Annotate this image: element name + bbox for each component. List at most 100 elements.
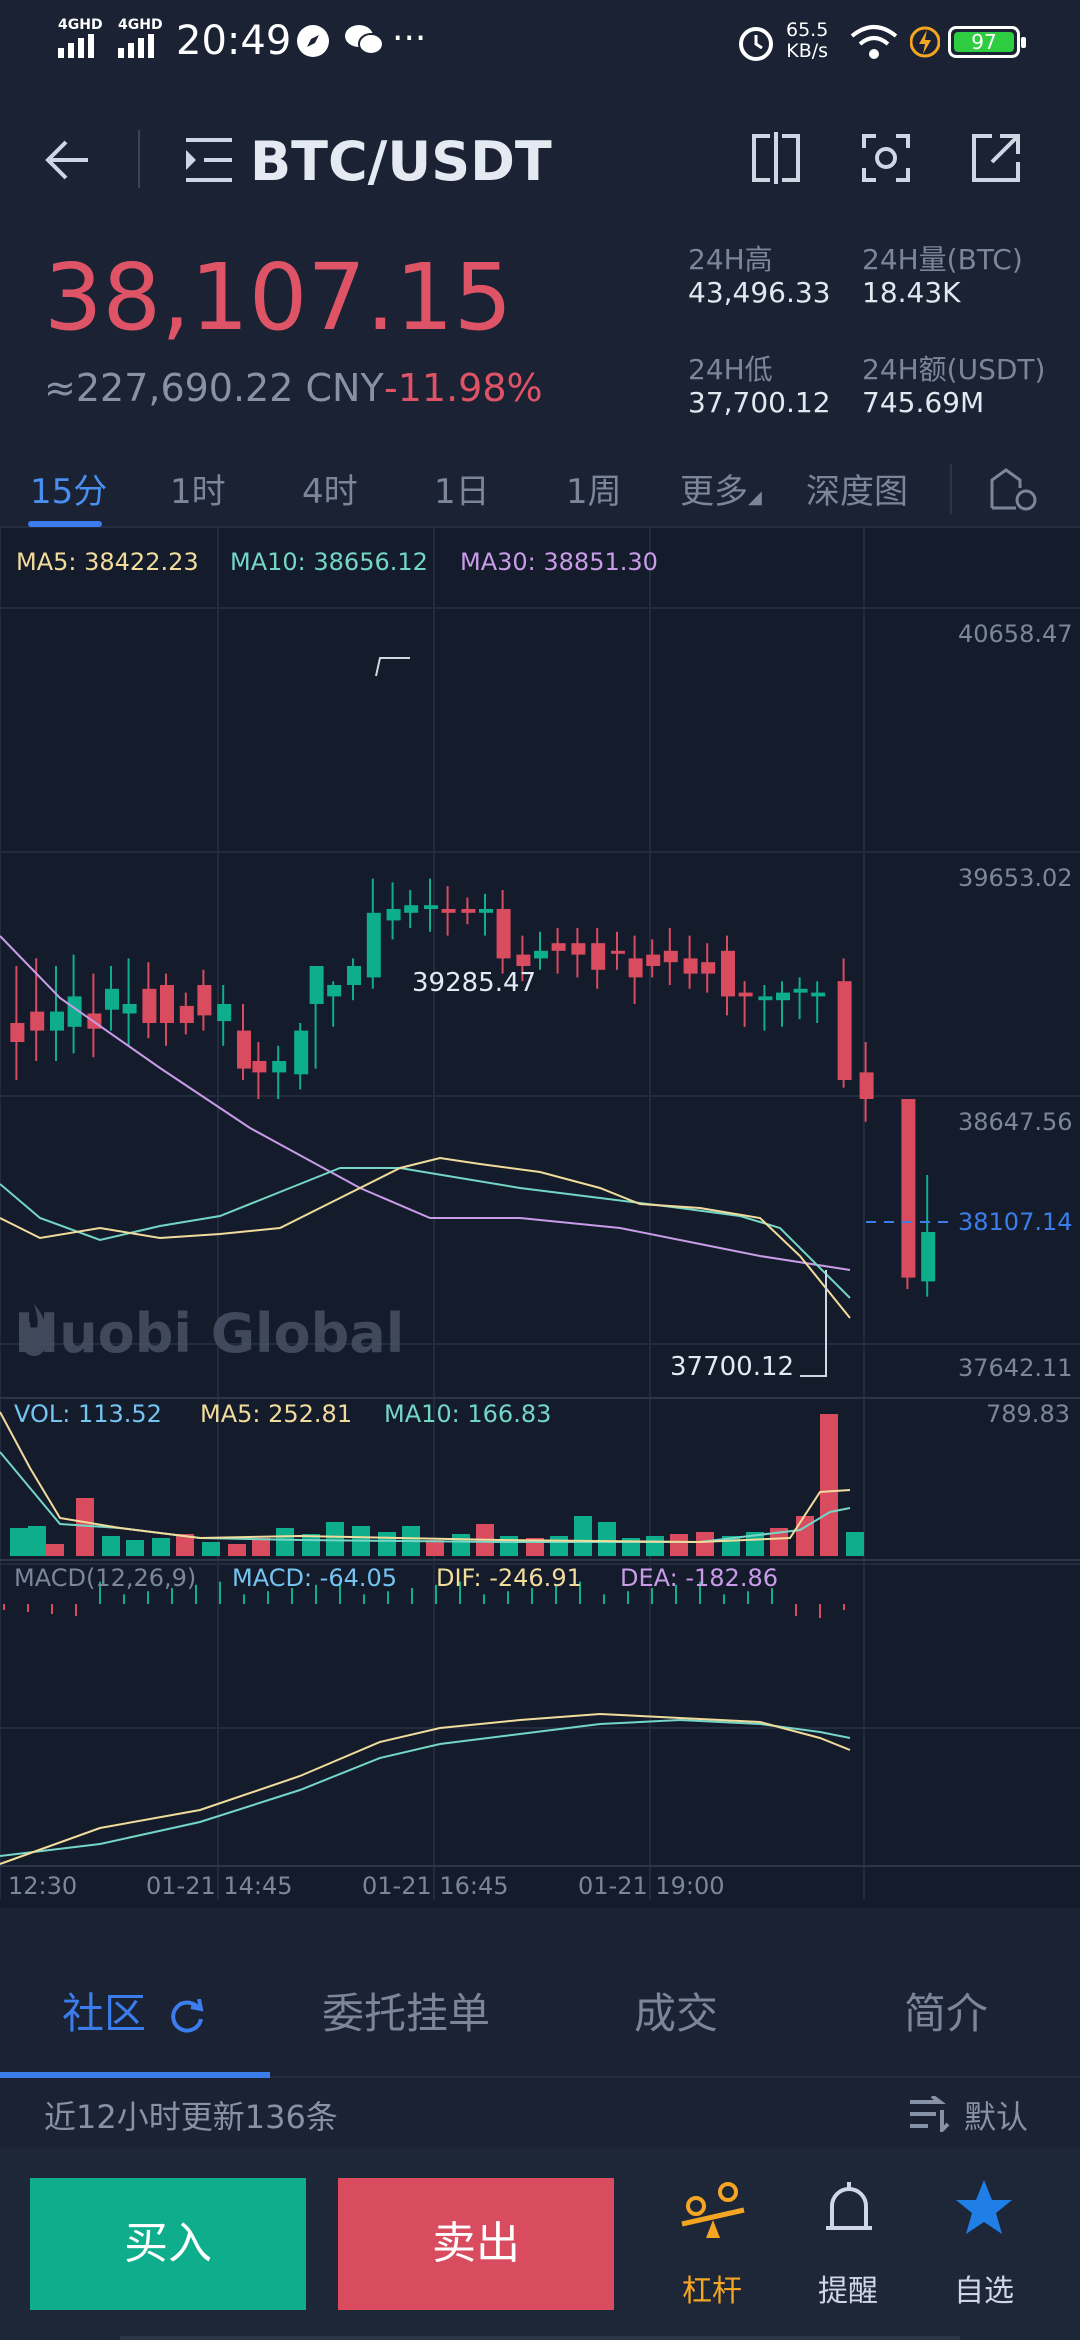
vol-ma10-line — [0, 1451, 851, 1543]
candle-body-13 — [252, 1061, 267, 1073]
candle-body-42 — [793, 988, 808, 993]
share-icon[interactable] — [970, 132, 1022, 184]
candle-body-6 — [122, 1004, 137, 1014]
time-axis-label-4: 01-21 19:00 — [578, 1872, 725, 1900]
low-marker-line — [800, 1270, 827, 1377]
high-marker-line — [375, 657, 410, 677]
sort-icon[interactable] — [906, 2096, 950, 2132]
nav-alert[interactable]: 提醒 — [788, 2172, 908, 2312]
tab-more[interactable]: 更多◢ — [680, 472, 762, 512]
volume-bar-0 — [10, 1528, 28, 1556]
volume-bar-1 — [28, 1526, 46, 1556]
vol-max-value: 789.83 — [986, 1400, 1070, 1428]
volume-bar-30 — [746, 1532, 764, 1556]
volume-bar-18 — [452, 1534, 470, 1556]
list-icon[interactable] — [182, 136, 236, 184]
nav-favorite[interactable]: 自选 — [924, 2172, 1044, 2312]
volume-bar-23 — [574, 1516, 592, 1556]
drawing-tool-icon[interactable] — [988, 466, 1038, 512]
volume-bar-8 — [202, 1542, 220, 1556]
screenshot-icon[interactable] — [860, 132, 912, 184]
volume-bar-20 — [500, 1536, 518, 1556]
candle-body-38 — [721, 950, 735, 997]
candle-body-27 — [516, 954, 531, 966]
tab-active-indicator — [28, 521, 102, 527]
trading-pair-title[interactable]: BTC/USDT — [250, 130, 552, 193]
vol-ma5-value: MA5: 252.81 — [200, 1400, 353, 1428]
high-value: 43,496.33 — [688, 276, 831, 309]
volume-bar-15 — [378, 1532, 396, 1556]
volume-label: 24H量(BTC) — [862, 243, 1023, 276]
tab-1d[interactable]: 1日 — [434, 472, 490, 512]
candle-body-5 — [105, 988, 119, 1010]
volume-bar-17 — [426, 1540, 444, 1556]
back-arrow-icon[interactable] — [44, 136, 92, 184]
tab-open-orders[interactable]: 委托挂单 — [322, 1989, 491, 2038]
candle-body-32 — [611, 950, 625, 954]
candle-body-22 — [424, 905, 438, 909]
update-row: 近12小时更新136条 默认 — [0, 2078, 1080, 2148]
candle-body-19 — [366, 912, 381, 978]
candle-body-37 — [701, 962, 716, 974]
candle-body-8 — [160, 985, 174, 1023]
nav-alert-label: 提醒 — [818, 2274, 878, 2309]
kline-chart[interactable]: MA5: 38422.23 MA10: 38656.12 MA30: 38851… — [0, 528, 1080, 1908]
volume-bar-2 — [46, 1544, 64, 1556]
nav-lever[interactable]: 杠杆 — [652, 2172, 772, 2312]
tab-depth[interactable]: 深度图 — [806, 472, 908, 512]
volume-value: 18.43K — [862, 276, 961, 309]
volume-bar-11 — [276, 1528, 294, 1556]
vol-ma10-value: MA10: 166.83 — [384, 1400, 552, 1428]
candle-body-3 — [67, 996, 82, 1027]
header-divider — [138, 130, 140, 188]
tab-trades[interactable]: 成交 — [634, 1989, 719, 2038]
period-tabs: 15分 1时 4时 1日 1周 更多◢ 深度图 — [0, 454, 1080, 528]
low-label: 24H低 — [688, 353, 773, 386]
candle-body-15 — [294, 1030, 309, 1075]
sort-label[interactable]: 默认 — [964, 2098, 1029, 2136]
time-axis-label-3: 01-21 16:45 — [362, 1872, 509, 1900]
volume-bar-10 — [252, 1538, 270, 1556]
ma30-line — [0, 935, 851, 1271]
section-tabs: 社区 委托挂单 成交 简介 — [0, 1944, 1080, 2078]
wechat-icon — [345, 25, 384, 55]
candle-body-0 — [10, 1023, 25, 1042]
refresh-icon[interactable] — [169, 1998, 205, 2035]
volume-bar-31 — [770, 1528, 788, 1556]
amount-label: 24H额(USDT) — [862, 353, 1046, 386]
sell-button[interactable]: 卖出 — [338, 2178, 614, 2310]
section-active-indicator — [0, 2072, 270, 2078]
tab-divider — [950, 464, 952, 514]
buy-button[interactable]: 买入 — [30, 2178, 306, 2310]
volume-bar-4 — [102, 1536, 120, 1556]
tab-community[interactable]: 社区 — [62, 1980, 205, 2041]
network-speed: 65.5 KB/s — [786, 19, 829, 62]
ma5-line — [0, 1156, 851, 1319]
signal-bars-icon — [58, 34, 94, 58]
candle-body-1 — [30, 1011, 45, 1031]
high-label: 24H高 — [688, 243, 773, 276]
nav-favorite-label: 自选 — [954, 2274, 1014, 2309]
macd-value: MACD: -64.05 — [232, 1564, 398, 1592]
tab-1h[interactable]: 1时 — [170, 472, 226, 512]
tab-15m[interactable]: 15分 — [30, 472, 108, 512]
signal-indicator-1: 4GHD — [58, 17, 103, 33]
watermark: Huobi Global — [14, 1302, 405, 1365]
candle-body-7 — [142, 988, 157, 1023]
candle-body-24 — [461, 909, 476, 913]
candle-body-9 — [179, 1005, 194, 1023]
cny-price: ≈227,690.22 CNY — [44, 366, 384, 410]
candle-body-2 — [50, 1011, 64, 1031]
tab-1w[interactable]: 1周 — [566, 472, 622, 512]
candle-body-45 — [859, 1072, 874, 1099]
chart-canvas[interactable] — [0, 528, 1080, 1908]
split-view-icon[interactable] — [748, 132, 804, 184]
tab-introduction[interactable]: 简介 — [904, 1989, 989, 2038]
low-marker-label: 37700.12 — [670, 1352, 795, 1382]
section-gap — [0, 1908, 1080, 1944]
tab-4h[interactable]: 4时 — [302, 472, 358, 512]
lever-icon — [681, 2182, 745, 2238]
volume-bar-5 — [126, 1540, 144, 1556]
high-marker-label: 39285.47 — [412, 968, 537, 998]
volume-bar-3 — [76, 1498, 94, 1556]
